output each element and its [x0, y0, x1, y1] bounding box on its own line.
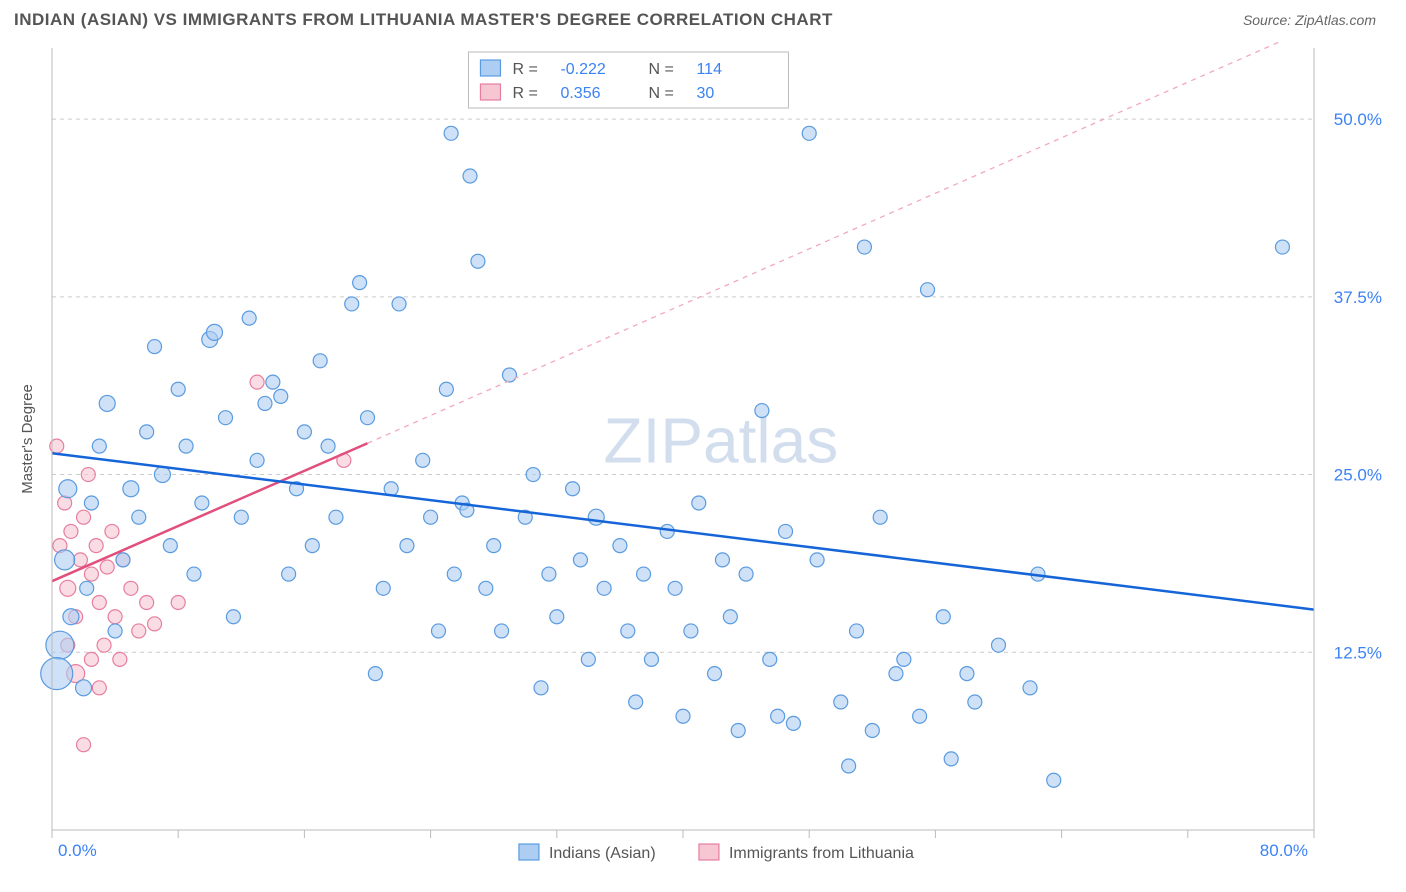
svg-text:50.0%: 50.0%: [1334, 110, 1382, 129]
svg-text:ZIPatlas: ZIPatlas: [603, 404, 838, 476]
chart-container: ZIPatlas 0.0% 80.0% 12.5% 25.0% 37.5% 50.0% Mas…: [14, 42, 1392, 878]
svg-text:R =: R =: [512, 85, 537, 102]
svg-text:80.0%: 80.0%: [1260, 841, 1308, 860]
scatter-chart: ZIPatlas 0.0% 80.0% 12.5% 25.0% 37.5% 50.0% Mas…: [14, 42, 1392, 878]
svg-text:R =: R =: [512, 61, 537, 78]
svg-text:114: 114: [696, 61, 722, 78]
svg-text:-0.222: -0.222: [560, 61, 605, 78]
chart-source: Source: ZipAtlas.com: [1243, 12, 1376, 28]
svg-text:37.5%: 37.5%: [1334, 288, 1382, 307]
svg-text:0.356: 0.356: [560, 85, 600, 102]
svg-text:30: 30: [696, 85, 714, 102]
chart-title: INDIAN (ASIAN) VS IMMIGRANTS FROM LITHUA…: [14, 10, 833, 30]
svg-text:12.5%: 12.5%: [1334, 643, 1382, 662]
svg-text:N =: N =: [648, 85, 673, 102]
svg-text:Master's Degree: Master's Degree: [19, 384, 36, 494]
svg-text:0.0%: 0.0%: [58, 841, 97, 860]
svg-text:Immigrants from Lithuania: Immigrants from Lithuania: [729, 845, 914, 862]
svg-text:Indians (Asian): Indians (Asian): [549, 845, 656, 862]
svg-text:N =: N =: [648, 61, 673, 78]
svg-text:25.0%: 25.0%: [1334, 466, 1382, 485]
